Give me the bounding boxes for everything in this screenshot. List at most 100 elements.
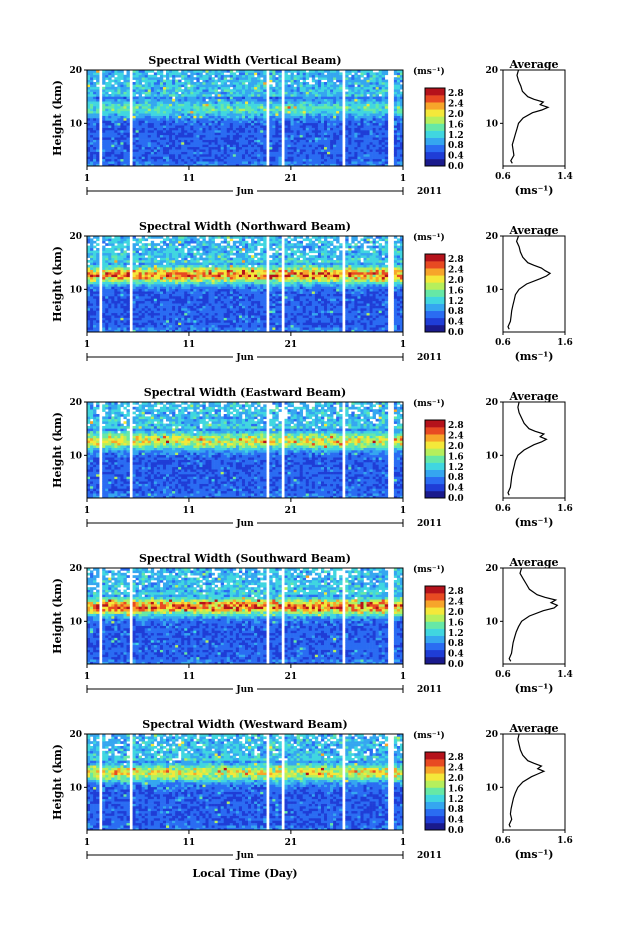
heatmap-cell — [367, 108, 370, 111]
heatmap-cell — [254, 116, 257, 119]
heatmap-cell — [196, 159, 199, 162]
heatmap-cell — [202, 130, 205, 133]
heatmap-cell — [181, 94, 184, 97]
heatmap-cell — [190, 130, 193, 133]
heatmap-cell — [139, 308, 142, 311]
heatmap-cell — [288, 140, 291, 143]
heatmap-cell — [181, 111, 184, 114]
heatmap-cell — [157, 255, 160, 258]
heatmap-cell — [151, 301, 154, 304]
heatmap-cell — [133, 159, 136, 162]
heatmap-cell — [87, 248, 90, 251]
heatmap-cell — [117, 279, 120, 282]
heatmap-cell — [303, 135, 306, 138]
heatmap-cell — [224, 161, 227, 164]
heatmap-cell — [172, 152, 175, 155]
heatmap-cell — [145, 320, 148, 323]
heatmap-cell — [157, 135, 160, 138]
heatmap-cell — [382, 111, 385, 114]
heatmap-cell — [93, 111, 96, 114]
heatmap-cell — [248, 111, 251, 114]
heatmap-cell — [175, 310, 178, 313]
heatmap-cell — [345, 87, 348, 90]
heatmap-cell — [263, 94, 266, 97]
heatmap-cell — [373, 128, 376, 131]
heatmap-cell — [114, 272, 117, 275]
heatmap-cell — [254, 135, 257, 138]
heatmap-cell — [248, 89, 251, 92]
heatmap-cell — [376, 144, 379, 147]
heatmap-cell — [212, 111, 215, 114]
heatmap-cell — [178, 96, 181, 99]
heatmap-cell — [148, 272, 151, 275]
heatmap-cell — [184, 152, 187, 155]
heatmap-cell — [120, 301, 123, 304]
heatmap-cell — [172, 279, 175, 282]
heatmap-cell — [330, 77, 333, 80]
heatmap-cell — [148, 262, 151, 265]
heatmap-cell — [105, 308, 108, 311]
heatmap-cell — [379, 149, 382, 152]
heatmap-cell — [379, 125, 382, 128]
heatmap-cell — [175, 313, 178, 316]
heatmap-cell — [166, 111, 169, 114]
heatmap-cell — [233, 149, 236, 152]
heatmap-cell — [196, 152, 199, 155]
heatmap-cell — [172, 270, 175, 273]
heatmap-cell — [154, 289, 157, 292]
heatmap-cell — [327, 116, 330, 119]
heatmap-cell — [385, 140, 388, 143]
heatmap-cell — [96, 125, 99, 128]
heatmap-cell — [354, 75, 357, 78]
heatmap-cell — [108, 248, 111, 251]
heatmap-cell — [199, 140, 202, 143]
heatmap-cell — [163, 132, 166, 135]
heatmap-cell — [251, 154, 254, 157]
heatmap-cell — [127, 142, 130, 145]
heatmap-cell — [123, 137, 126, 140]
heatmap-cell — [297, 75, 300, 78]
heatmap-cell — [209, 111, 212, 114]
heatmap-cell — [218, 104, 221, 107]
heatmap-cell — [87, 156, 90, 159]
heatmap-cell — [318, 99, 321, 102]
heatmap-cell — [257, 101, 260, 104]
heatmap-cell — [169, 246, 172, 249]
heatmap-cell — [166, 75, 169, 78]
heatmap-cell — [139, 75, 142, 78]
heatmap-cell — [351, 87, 354, 90]
heatmap-cell — [169, 132, 172, 135]
heatmap-cell — [111, 270, 114, 273]
heatmap-cell — [193, 116, 196, 119]
heatmap-cell — [306, 123, 309, 126]
heatmap-cell — [166, 294, 169, 297]
heatmap-cell — [269, 84, 272, 87]
heatmap-cell — [120, 147, 123, 150]
heatmap-cell — [187, 104, 190, 107]
heatmap-cell — [172, 132, 175, 135]
heatmap-cell — [102, 267, 105, 270]
heatmap-cell — [169, 140, 172, 143]
heatmap-cell — [370, 135, 373, 138]
heatmap-cell — [385, 87, 388, 90]
heatmap-cell — [108, 154, 111, 157]
heatmap-cell — [105, 123, 108, 126]
heatmap-cell — [306, 140, 309, 143]
heatmap-cell — [102, 147, 105, 150]
heatmap-cell — [230, 130, 233, 133]
heatmap-cell — [230, 84, 233, 87]
heatmap-cell — [230, 156, 233, 159]
heatmap-cell — [114, 301, 117, 304]
heatmap-cell — [157, 101, 160, 104]
heatmap-cell — [178, 253, 181, 256]
heatmap-cell — [254, 154, 257, 157]
heatmap-cell — [357, 154, 360, 157]
heatmap-cell — [288, 106, 291, 109]
heatmap-cell — [172, 111, 175, 114]
heatmap-cell — [373, 149, 376, 152]
heatmap-cell — [145, 108, 148, 111]
heatmap-cell — [139, 111, 142, 114]
heatmap-cell — [166, 238, 169, 241]
heatmap-cell — [199, 120, 202, 123]
heatmap-cell — [260, 82, 263, 85]
